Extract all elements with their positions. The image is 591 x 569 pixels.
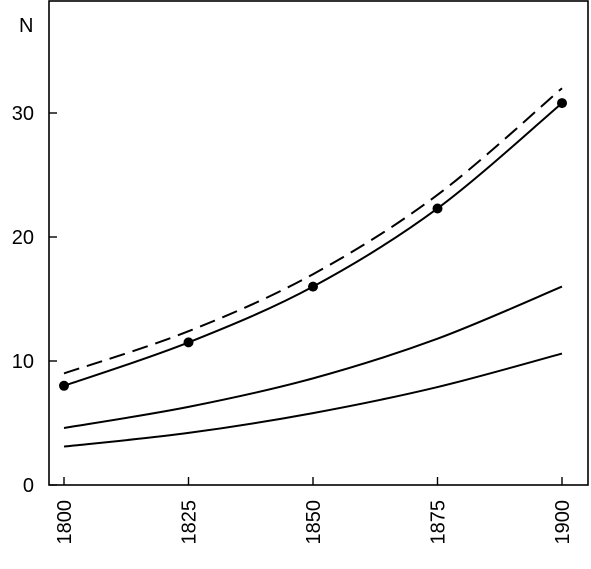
y-tick-label: 20 <box>12 227 34 249</box>
x-tick-label: 1875 <box>428 500 450 545</box>
series-line <box>63 87 563 375</box>
y-tick-label: 0 <box>23 475 34 497</box>
y-tick-label: 10 <box>12 351 34 373</box>
data-point <box>432 203 443 214</box>
data-point <box>557 98 567 109</box>
series-line <box>63 102 563 387</box>
data-point <box>308 281 318 292</box>
series-line <box>63 285 563 429</box>
x-tick-label: 1825 <box>179 500 201 545</box>
y-axis-ticks: 0 10 20 30 <box>12 103 57 497</box>
series-line <box>63 352 563 448</box>
y-tick-label: 30 <box>12 103 34 125</box>
plot-frame <box>48 0 589 486</box>
series-layer <box>59 87 567 448</box>
x-axis-ticks: 1800 1825 1850 1875 1900 <box>54 477 574 545</box>
x-tick-label: 1800 <box>54 500 76 545</box>
x-tick-label: 1900 <box>552 500 574 545</box>
data-point <box>59 380 69 391</box>
x-tick-label: 1850 <box>303 500 325 545</box>
y-axis-title: N <box>19 15 33 37</box>
data-point <box>183 337 194 348</box>
